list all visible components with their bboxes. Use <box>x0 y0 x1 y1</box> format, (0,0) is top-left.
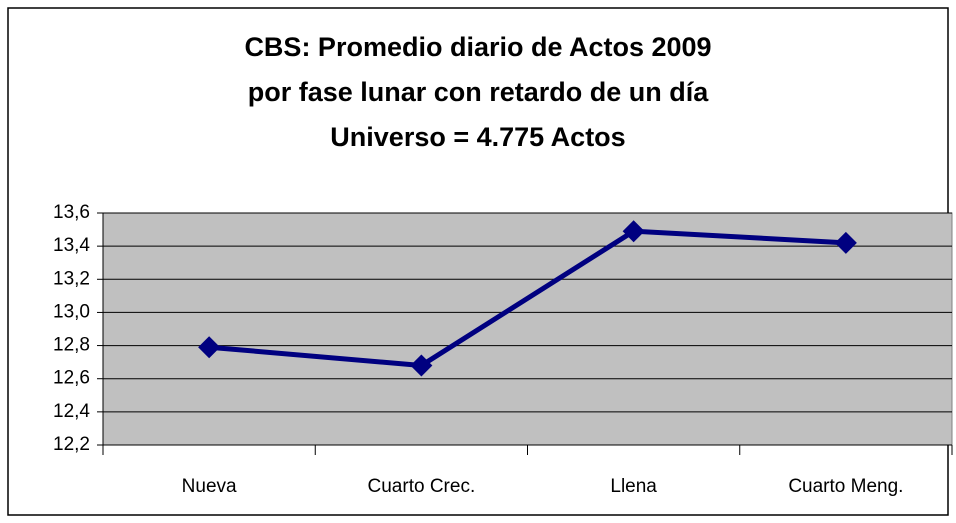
x-tick-label: Llena <box>610 476 657 497</box>
data-marker <box>834 231 857 254</box>
y-tick-label: 12,4 <box>53 401 90 422</box>
y-tick-label: 13,4 <box>53 235 90 256</box>
plot-area <box>102 212 953 446</box>
y-tick-label: 13,0 <box>53 301 90 322</box>
y-tick-label: 12,6 <box>53 368 90 389</box>
data-marker <box>410 354 433 377</box>
x-tick-label: Cuarto Meng. <box>788 476 903 497</box>
x-tick-label: Nueva <box>182 476 237 497</box>
chart-title: por fase lunar con retardo de un día <box>248 77 710 107</box>
y-tick-label: 13,6 <box>53 202 90 223</box>
y-tick-label: 12,2 <box>53 434 90 455</box>
data-marker <box>198 336 221 359</box>
y-tick-label: 13,2 <box>53 268 90 289</box>
chart-title: CBS: Promedio diario de Actos 2009 <box>244 32 711 62</box>
data-marker <box>622 220 645 243</box>
y-tick-label: 12,8 <box>53 335 90 356</box>
x-tick-label: Cuarto Crec. <box>368 476 476 497</box>
chart-title: Universo = 4.775 Actos <box>330 122 625 152</box>
data-line <box>208 228 847 368</box>
